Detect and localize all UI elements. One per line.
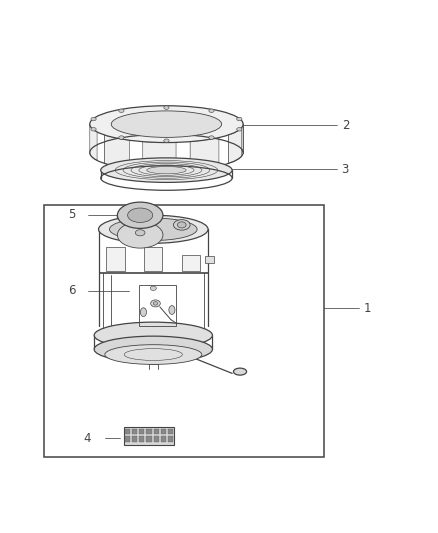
Bar — [124, 429, 130, 434]
Ellipse shape — [105, 345, 202, 365]
Bar — [106, 247, 125, 271]
Ellipse shape — [237, 127, 242, 131]
Polygon shape — [229, 127, 242, 164]
Ellipse shape — [173, 220, 190, 230]
Ellipse shape — [90, 106, 243, 142]
Ellipse shape — [151, 300, 160, 307]
Text: 5: 5 — [68, 208, 75, 221]
Ellipse shape — [177, 222, 186, 228]
Bar — [146, 429, 152, 434]
Bar — [139, 437, 144, 442]
Polygon shape — [143, 142, 176, 171]
Bar — [146, 437, 152, 442]
Polygon shape — [190, 138, 219, 170]
Text: 3: 3 — [342, 163, 349, 176]
Ellipse shape — [169, 305, 175, 314]
Ellipse shape — [91, 127, 96, 131]
Ellipse shape — [237, 117, 242, 121]
Ellipse shape — [91, 117, 96, 121]
Text: 6: 6 — [68, 284, 75, 297]
Ellipse shape — [101, 158, 232, 182]
Bar — [168, 437, 173, 442]
Ellipse shape — [127, 208, 153, 222]
Text: 1: 1 — [364, 302, 371, 314]
Bar — [153, 429, 159, 434]
Ellipse shape — [117, 222, 163, 248]
Ellipse shape — [94, 336, 212, 362]
Bar — [139, 429, 144, 434]
Ellipse shape — [153, 302, 158, 305]
Ellipse shape — [164, 139, 169, 142]
Bar — [205, 255, 214, 263]
Bar — [44, 205, 324, 457]
Polygon shape — [236, 116, 243, 152]
Ellipse shape — [164, 106, 169, 109]
Ellipse shape — [150, 286, 156, 290]
Ellipse shape — [94, 322, 212, 349]
Bar — [139, 285, 176, 326]
Ellipse shape — [233, 368, 247, 375]
Bar — [161, 429, 166, 434]
Ellipse shape — [135, 230, 145, 236]
Ellipse shape — [99, 215, 208, 243]
Ellipse shape — [209, 136, 214, 139]
Ellipse shape — [140, 308, 146, 317]
Bar — [161, 437, 166, 442]
Bar — [168, 429, 173, 434]
Bar — [132, 437, 137, 442]
Ellipse shape — [111, 111, 222, 138]
Ellipse shape — [119, 109, 124, 112]
Polygon shape — [104, 135, 130, 169]
Bar — [182, 255, 200, 271]
Bar — [132, 429, 137, 434]
Text: 4: 4 — [83, 432, 91, 445]
Ellipse shape — [147, 166, 186, 174]
Ellipse shape — [117, 202, 163, 229]
Ellipse shape — [119, 136, 124, 139]
Bar — [153, 437, 159, 442]
Bar — [124, 427, 174, 445]
Text: 2: 2 — [342, 119, 349, 132]
Ellipse shape — [110, 218, 197, 240]
Polygon shape — [90, 124, 97, 160]
Ellipse shape — [209, 109, 214, 112]
Bar — [124, 437, 130, 442]
Bar — [144, 247, 162, 271]
